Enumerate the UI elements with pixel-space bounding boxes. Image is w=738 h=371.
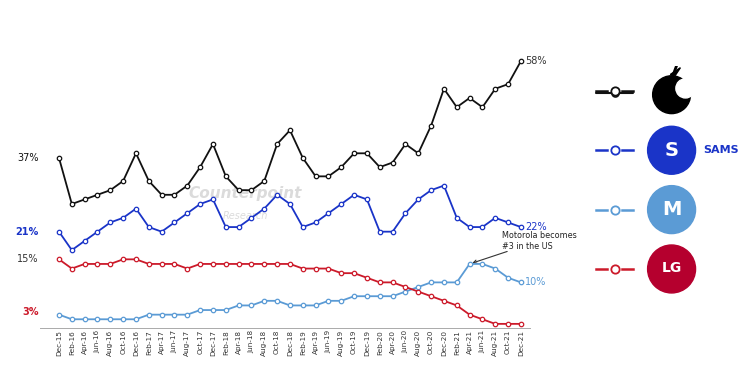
Text: SAMSUNG: SAMSUNG <box>703 145 738 155</box>
Text: 22%: 22% <box>525 222 546 232</box>
Circle shape <box>652 76 691 114</box>
Text: Research: Research <box>223 211 269 221</box>
Circle shape <box>676 79 695 98</box>
Polygon shape <box>670 68 680 75</box>
Circle shape <box>648 67 695 115</box>
Text: M: M <box>662 200 681 219</box>
Text: 58%: 58% <box>525 56 546 66</box>
Text: Motorola becomes
#3 in the US: Motorola becomes #3 in the US <box>473 231 576 263</box>
Text: Counterpoint: Counterpoint <box>189 186 303 201</box>
Text: 21%: 21% <box>15 227 38 237</box>
Text: 15%: 15% <box>17 255 38 264</box>
Text: LG: LG <box>661 261 682 275</box>
Text: 10%: 10% <box>525 278 546 288</box>
Text: 3%: 3% <box>22 307 38 317</box>
Circle shape <box>648 186 695 234</box>
Text: 37%: 37% <box>17 153 38 163</box>
Circle shape <box>648 245 695 293</box>
Circle shape <box>648 126 695 174</box>
Text: S: S <box>665 141 678 160</box>
